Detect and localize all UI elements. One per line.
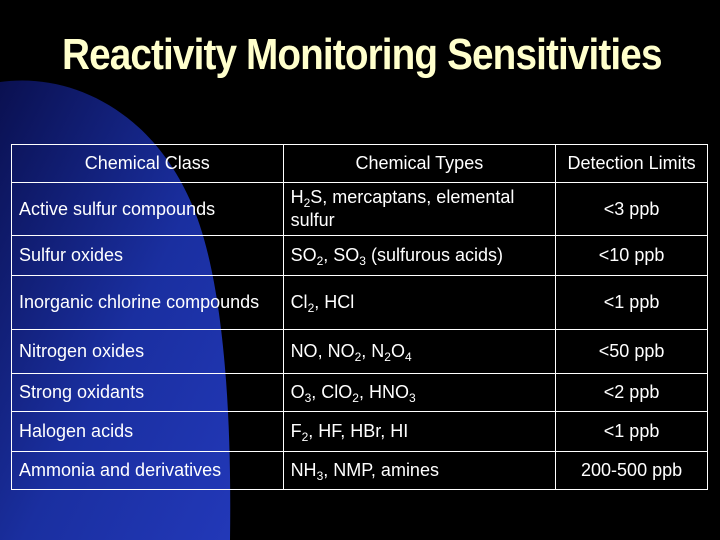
chemical-class-cell: Halogen acids <box>11 411 284 452</box>
detection-limit-cell: 200-500 ppb <box>555 451 708 490</box>
chemical-types-cell: NH3, NMP, amines <box>282 451 557 490</box>
chemical-class-cell: Strong oxidants <box>11 373 284 412</box>
chemical-class-cell: Inorganic chlorine compounds <box>11 275 284 330</box>
slide-title: Reactivity Monitoring Sensitivities <box>61 30 662 79</box>
table-row: Halogen acids F2, HF, HBr, HI <1 ppb <box>11 411 708 452</box>
chemical-types-cell: F2, HF, HBr, HI <box>282 411 557 452</box>
detection-limit-cell: <1 ppb <box>555 275 708 330</box>
header-chemical-class: Chemical Class <box>11 144 284 183</box>
table-row: Inorganic chlorine compounds Cl2, HCl <1… <box>11 275 708 330</box>
chemical-types-cell: Cl2, HCl <box>282 275 557 330</box>
detection-limit-cell: <50 ppb <box>555 329 708 374</box>
formula-subscript: 3 <box>408 391 416 405</box>
chemical-class-cell: Nitrogen oxides <box>11 329 284 374</box>
header-chemical-types: Chemical Types <box>282 144 557 183</box>
table-row: Nitrogen oxides NO, NO2, N2O4 <50 ppb <box>11 329 708 374</box>
formula-subscript: 2 <box>316 254 324 268</box>
formula-subscript: 2 <box>307 301 315 315</box>
table-row: Strong oxidants O3, ClO2, HNO3 <2 ppb <box>11 373 708 412</box>
detection-limit-cell: <3 ppb <box>555 182 708 236</box>
detection-limit-cell: <2 ppb <box>555 373 708 412</box>
chemical-types-cell: O3, ClO2, HNO3 <box>282 373 557 412</box>
table-row: Active sulfur compounds H2S, mercaptans,… <box>11 182 708 236</box>
chemical-class-cell: Sulfur oxides <box>11 235 284 276</box>
formula-subscript: 2 <box>354 350 362 364</box>
formula-subscript: 2 <box>352 391 359 405</box>
formula-subscript: 2 <box>303 196 311 210</box>
detection-limit-cell: <10 ppb <box>555 235 708 276</box>
chemical-types-cell: H2S, mercaptans, elemental sulfur <box>282 182 557 236</box>
chemical-class-cell: Active sulfur compounds <box>11 182 284 236</box>
detection-limit-cell: <1 ppb <box>555 411 708 452</box>
header-detection-limits: Detection Limits <box>555 144 708 183</box>
formula-subscript: 2 <box>301 430 309 444</box>
formula-subscript: 4 <box>404 350 412 364</box>
sensitivity-table: Chemical Class Chemical Types Detection … <box>11 144 708 490</box>
table-row: Ammonia and derivatives NH3, NMP, amines… <box>11 451 708 490</box>
formula-subscript: 3 <box>316 469 324 483</box>
table-row: Sulfur oxides SO2, SO3 (sulfurous acids)… <box>11 235 708 276</box>
chemical-types-cell: SO2, SO3 (sulfurous acids) <box>282 235 557 276</box>
formula-subscript: 2 <box>384 350 391 364</box>
chemical-types-cell: NO, NO2, N2O4 <box>282 329 557 374</box>
chemical-class-cell: Ammonia and derivatives <box>11 451 284 490</box>
formula-subscript: 3 <box>304 391 312 405</box>
formula-subscript: 3 <box>359 254 366 268</box>
table-header-row: Chemical Class Chemical Types Detection … <box>11 144 708 183</box>
